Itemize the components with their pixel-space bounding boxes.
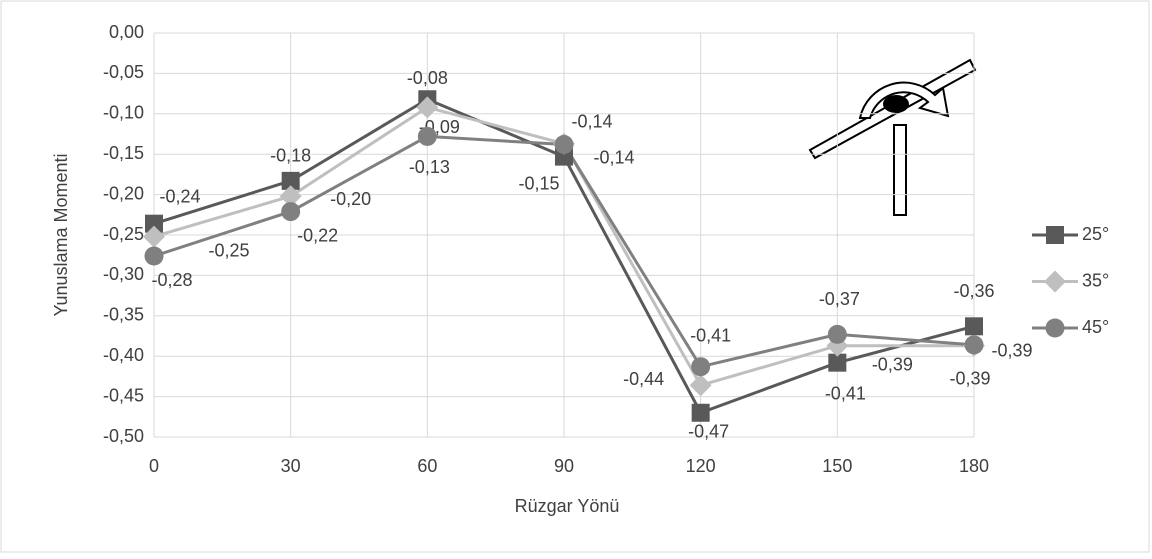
data-label: -0,14 [571, 111, 612, 131]
y-tick-label: -0,20 [103, 183, 144, 203]
y-tick-label: -0,45 [103, 385, 144, 405]
data-label: -0,41 [690, 325, 731, 345]
data-point [416, 96, 439, 119]
y-tick-label: 0,00 [109, 22, 144, 42]
data-label: -0,37 [819, 289, 860, 309]
data-label: -0,36 [953, 281, 994, 301]
x-axis-title: Rüzgar Yönü [515, 496, 620, 516]
data-point [691, 403, 710, 422]
legend-marker [1044, 270, 1066, 293]
data-label: -0,15 [518, 173, 559, 193]
x-tick-label: 90 [554, 456, 574, 476]
legend-label: 35° [1082, 270, 1109, 290]
data-point [143, 225, 165, 248]
x-tick-label: 120 [686, 456, 716, 476]
y-tick-label: -0,15 [103, 143, 144, 163]
legend-marker [1046, 226, 1064, 244]
x-tick-label: 150 [822, 456, 852, 476]
data-label: -0,08 [407, 68, 448, 88]
data-point [964, 335, 984, 355]
data-point [281, 202, 301, 222]
x-tick-label: 30 [281, 456, 301, 476]
moment-icon [808, 58, 977, 216]
y-tick-label: -0,35 [103, 305, 144, 325]
x-tick-label: 180 [959, 456, 989, 476]
legend-label: 45° [1082, 317, 1109, 337]
x-tick-label: 60 [417, 456, 437, 476]
y-axis-title: Yunuslama Momenti [51, 153, 71, 316]
data-point [828, 353, 847, 372]
data-label: -0,13 [409, 157, 450, 177]
legend-marker [1045, 318, 1065, 338]
data-label: -0,41 [825, 383, 866, 403]
y-tick-label: -0,25 [103, 224, 144, 244]
data-point [691, 357, 711, 377]
data-point [827, 324, 847, 344]
data-label: -0,47 [688, 422, 729, 442]
legend-label: 25° [1082, 224, 1109, 244]
data-point [554, 135, 574, 155]
data-label: -0,25 [208, 240, 249, 260]
data-label: -0,20 [330, 189, 371, 209]
data-point [417, 126, 437, 146]
data-label: -0,44 [623, 369, 664, 389]
data-point [279, 185, 302, 208]
y-tick-label: -0,40 [103, 345, 144, 365]
data-label: -0,24 [159, 186, 200, 206]
x-tick-label: 0 [149, 456, 159, 476]
data-point [689, 374, 712, 397]
data-label: -0,39 [949, 369, 990, 389]
data-label: -0,18 [270, 146, 311, 166]
data-point [965, 317, 983, 336]
data-point [144, 246, 164, 266]
y-tick-label: -0,50 [103, 426, 144, 446]
data-label: -0,28 [151, 270, 192, 290]
y-tick-label: -0,05 [103, 62, 144, 82]
data-label: -0,39 [991, 340, 1032, 360]
data-point [281, 171, 300, 190]
data-label: -0,39 [872, 354, 913, 374]
data-label: -0,22 [297, 225, 338, 245]
data-point [145, 214, 163, 233]
y-tick-label: -0,10 [103, 103, 144, 123]
data-label: -0,14 [593, 147, 634, 167]
y-tick-label: -0,30 [103, 264, 144, 284]
